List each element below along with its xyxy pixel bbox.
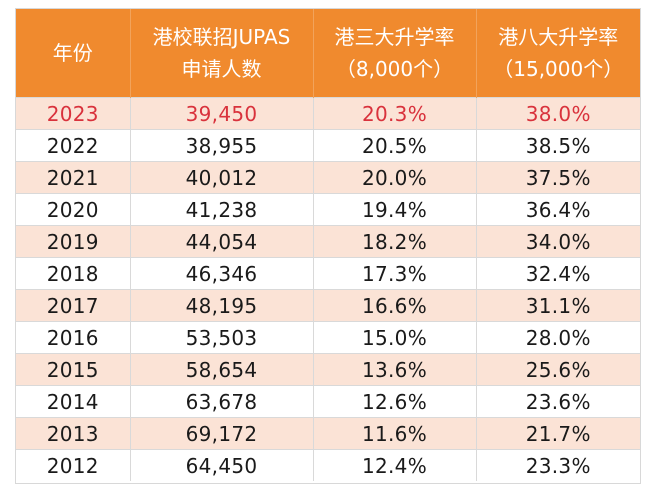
cell-applicants: 53,503 — [130, 321, 314, 354]
cell-year: 2014 — [16, 385, 131, 418]
table-row: 2016 53,503 15.0% 28.0% — [16, 321, 640, 354]
cell-top3-rate: 19.4% — [313, 193, 477, 226]
header-top8-rate: 港八大升学率 （15,000个） — [476, 9, 640, 98]
header-row: 年份 港校联招JUPAS 申请人数 港三大升学率 （8,000个） 港八大升学率… — [16, 9, 640, 98]
table-row: 2018 46,346 17.3% 32.4% — [16, 257, 640, 290]
cell-year: 2023 — [16, 97, 131, 130]
cell-top3-rate: 20.5% — [313, 129, 477, 162]
cell-year: 2020 — [16, 193, 131, 226]
cell-top3-rate: 16.6% — [313, 289, 477, 322]
admission-rate-table: 年份 港校联招JUPAS 申请人数 港三大升学率 （8,000个） 港八大升学率… — [16, 9, 640, 481]
cell-top3-rate: 12.6% — [313, 385, 477, 418]
cell-top8-rate: 25.6% — [476, 353, 640, 386]
cell-applicants: 41,238 — [130, 193, 314, 226]
cell-top3-rate: 15.0% — [313, 321, 477, 354]
cell-applicants: 58,654 — [130, 353, 314, 386]
table-row: 2017 48,195 16.6% 31.1% — [16, 289, 640, 322]
cell-year: 2012 — [16, 449, 131, 481]
cell-top8-rate: 38.0% — [476, 97, 640, 130]
cell-top8-rate: 21.7% — [476, 417, 640, 450]
cell-applicants: 38,955 — [130, 129, 314, 162]
cell-year: 2018 — [16, 257, 131, 290]
table-row: 2013 69,172 11.6% 21.7% — [16, 417, 640, 450]
cell-year: 2016 — [16, 321, 131, 354]
cell-applicants: 48,195 — [130, 289, 314, 322]
cell-top8-rate: 28.0% — [476, 321, 640, 354]
cell-applicants: 46,346 — [130, 257, 314, 290]
header-top3-rate: 港三大升学率 （8,000个） — [313, 9, 477, 98]
cell-top8-rate: 32.4% — [476, 257, 640, 290]
cell-applicants: 39,450 — [130, 97, 314, 130]
cell-top3-rate: 11.6% — [313, 417, 477, 450]
cell-applicants: 69,172 — [130, 417, 314, 450]
cell-top8-rate: 23.6% — [476, 385, 640, 418]
table-row: 2020 41,238 19.4% 36.4% — [16, 193, 640, 226]
cell-top8-rate: 31.1% — [476, 289, 640, 322]
cell-top3-rate: 20.0% — [313, 161, 477, 194]
cell-applicants: 40,012 — [130, 161, 314, 194]
table-row: 2014 63,678 12.6% 23.6% — [16, 385, 640, 418]
cell-year: 2019 — [16, 225, 131, 258]
table-row: 2012 64,450 12.4% 23.3% — [16, 449, 640, 481]
cell-applicants: 64,450 — [130, 449, 314, 481]
cell-applicants: 63,678 — [130, 385, 314, 418]
cell-top3-rate: 13.6% — [313, 353, 477, 386]
table-row: 2023 39,450 20.3% 38.0% — [16, 97, 640, 130]
cell-top8-rate: 23.3% — [476, 449, 640, 481]
cell-top8-rate: 34.0% — [476, 225, 640, 258]
cell-top3-rate: 18.2% — [313, 225, 477, 258]
header-year: 年份 — [16, 9, 131, 98]
table-row: 2021 40,012 20.0% 37.5% — [16, 161, 640, 194]
cell-applicants: 44,054 — [130, 225, 314, 258]
table-row: 2019 44,054 18.2% 34.0% — [16, 225, 640, 258]
table-row: 2022 38,955 20.5% 38.5% — [16, 129, 640, 162]
cell-top3-rate: 20.3% — [313, 97, 477, 130]
table-row: 2015 58,654 13.6% 25.6% — [16, 353, 640, 386]
cell-top8-rate: 37.5% — [476, 161, 640, 194]
header-jupas-applicants: 港校联招JUPAS 申请人数 — [130, 9, 314, 98]
cell-year: 2017 — [16, 289, 131, 322]
cell-year: 2022 — [16, 129, 131, 162]
cell-top3-rate: 12.4% — [313, 449, 477, 481]
cell-top8-rate: 36.4% — [476, 193, 640, 226]
cell-year: 2021 — [16, 161, 131, 194]
cell-year: 2015 — [16, 353, 131, 386]
cell-top8-rate: 38.5% — [476, 129, 640, 162]
admission-rate-table-container: 年份 港校联招JUPAS 申请人数 港三大升学率 （8,000个） 港八大升学率… — [15, 8, 641, 484]
cell-year: 2013 — [16, 417, 131, 450]
cell-top3-rate: 17.3% — [313, 257, 477, 290]
